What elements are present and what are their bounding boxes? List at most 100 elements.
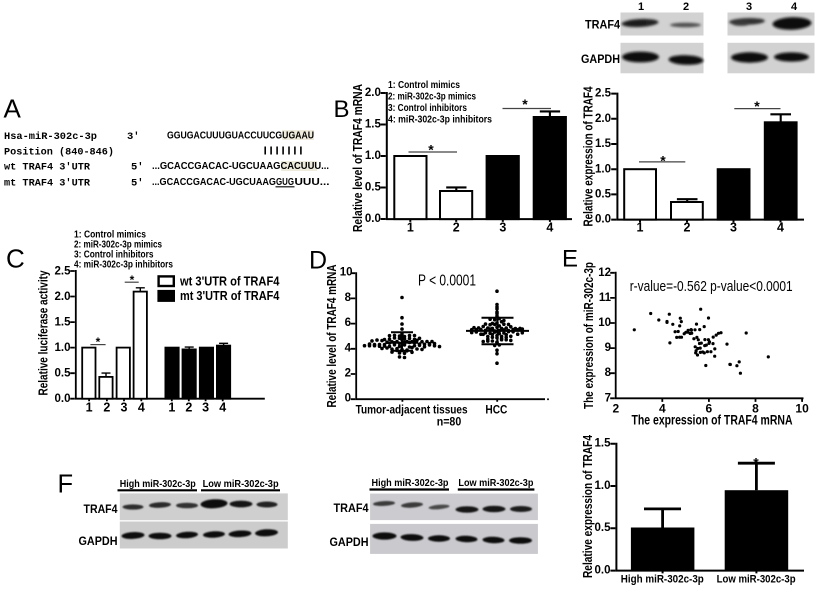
svg-text:4: 4 <box>546 221 553 235</box>
svg-text:Relative level of TRAF4 mRNA: Relative level of TRAF4 mRNA <box>350 84 365 232</box>
svg-text:UUU...: UUU... <box>295 177 330 188</box>
svg-text:Tumor-adjacent tissues: Tumor-adjacent tissues <box>356 402 468 416</box>
svg-text:High miR-302c-3p: High miR-302c-3p <box>621 573 704 585</box>
svg-text:2.0: 2.0 <box>595 113 611 125</box>
svg-text:3': 3' <box>127 131 140 143</box>
svg-text:wt TRAF4 3'UTR: wt TRAF4 3'UTR <box>4 162 91 174</box>
svg-text:GAPDH: GAPDH <box>581 52 620 66</box>
svg-text:1: Control mimics: 1: Control mimics <box>388 80 460 91</box>
svg-text:*: * <box>522 96 528 112</box>
svg-text:E: E <box>562 246 578 273</box>
svg-text:2.0: 2.0 <box>55 291 71 303</box>
svg-text:10: 10 <box>795 402 809 416</box>
svg-text:1: 1 <box>86 401 93 415</box>
svg-text:1.0: 1.0 <box>365 150 381 162</box>
svg-text:1: 1 <box>637 221 644 235</box>
svg-text:Hsa-miR-302c-3p: Hsa-miR-302c-3p <box>4 131 97 143</box>
svg-text:8: 8 <box>605 367 612 379</box>
svg-text:4: miR-302c-3p inhibitors: 4: miR-302c-3p inhibitors <box>74 260 173 271</box>
svg-text:4: miR-302c-3p inhibitors: 4: miR-302c-3p inhibitors <box>388 115 492 126</box>
svg-text:Low miR-302c-3p: Low miR-302c-3p <box>458 478 533 489</box>
svg-text:2: 2 <box>345 368 351 380</box>
svg-text:2.5: 2.5 <box>595 88 612 100</box>
svg-text:3: 3 <box>730 221 737 235</box>
svg-text:*: * <box>660 152 666 168</box>
svg-text:4: 4 <box>219 401 226 415</box>
svg-text:1: Control mimics: 1: Control mimics <box>74 230 146 241</box>
svg-text:4: 4 <box>138 401 145 415</box>
svg-text:0.5: 0.5 <box>55 368 72 380</box>
svg-text:2: 2 <box>613 402 620 416</box>
svg-text:0.0: 0.0 <box>595 564 611 576</box>
svg-text:TRAF4: TRAF4 <box>585 18 620 32</box>
svg-text:A: A <box>4 94 22 124</box>
svg-text:0.0: 0.0 <box>55 393 71 405</box>
svg-text:Relative expression of TRAF4: Relative expression of TRAF4 <box>580 86 595 227</box>
svg-text:1: 1 <box>638 1 644 13</box>
svg-text:1.5: 1.5 <box>365 119 382 131</box>
svg-text:1: 1 <box>168 401 175 415</box>
svg-text:0: 0 <box>345 393 351 405</box>
svg-text:2: miR-302c-3p mimics: 2: miR-302c-3p mimics <box>74 240 162 251</box>
svg-text:TRAF4: TRAF4 <box>334 501 369 515</box>
svg-text:1.5: 1.5 <box>595 138 612 150</box>
svg-text:1.0: 1.0 <box>595 163 611 175</box>
svg-text:10: 10 <box>340 267 353 279</box>
svg-text:2.0: 2.0 <box>365 87 381 99</box>
svg-text:Relative luciferase activity: Relative luciferase activity <box>36 270 51 396</box>
svg-text:Position (840-846): Position (840-846) <box>4 147 114 159</box>
svg-text:2: 2 <box>453 221 460 235</box>
svg-text:*: * <box>130 273 135 287</box>
svg-text:C: C <box>6 244 25 274</box>
svg-text:D: D <box>309 247 327 275</box>
svg-text:r-value=-0.562 p-value<0.0001: r-value=-0.562 p-value<0.0001 <box>630 278 793 295</box>
svg-text:Low miR-302c-3p: Low miR-302c-3p <box>203 479 279 490</box>
svg-text:2: miR-302c-3p mimics: 2: miR-302c-3p mimics <box>388 92 476 103</box>
svg-text:2: 2 <box>684 221 691 235</box>
svg-text:1.5: 1.5 <box>55 317 72 329</box>
svg-text:6: 6 <box>706 402 713 416</box>
svg-text:0.0: 0.0 <box>365 213 381 225</box>
svg-text:0.5: 0.5 <box>365 182 382 194</box>
svg-text:GGUGACUUUGUACCUUCGUGAAU: GGUGACUUUGUACCUUCGUGAAU <box>167 131 314 142</box>
svg-text:High miR-302c-3p: High miR-302c-3p <box>372 478 449 489</box>
svg-text:10: 10 <box>598 317 611 329</box>
svg-text:GUG: GUG <box>276 177 294 188</box>
svg-text:2: 2 <box>185 401 192 415</box>
svg-text:1.5: 1.5 <box>595 438 612 450</box>
svg-text:3: 3 <box>121 401 128 415</box>
svg-text:5': 5' <box>131 178 144 190</box>
svg-text:6: 6 <box>345 317 351 329</box>
svg-text:*: * <box>754 98 760 114</box>
svg-text:5': 5' <box>131 162 144 174</box>
svg-text:4: 4 <box>791 1 798 13</box>
svg-text:...GCACCGACAC-UGCUAAGCACUUU...: ...GCACCGACAC-UGCUAAGCACUUU... <box>152 161 329 172</box>
svg-text:3: 3 <box>499 221 506 235</box>
svg-text:B: B <box>334 96 350 123</box>
svg-text:9: 9 <box>605 342 611 354</box>
svg-text:*: * <box>428 141 434 157</box>
svg-text:3: 3 <box>202 401 209 415</box>
svg-text:*: * <box>753 454 759 470</box>
svg-text:4: 4 <box>345 342 352 354</box>
svg-text:8: 8 <box>752 402 759 416</box>
svg-text:TRAF4: TRAF4 <box>84 502 118 516</box>
svg-text:*: * <box>96 335 101 349</box>
svg-text:F: F <box>58 471 74 499</box>
svg-text:HCC: HCC <box>485 402 507 416</box>
svg-text:Low miR-302c-3p: Low miR-302c-3p <box>717 573 796 585</box>
svg-text:1.0: 1.0 <box>595 480 611 492</box>
svg-text:n=80: n=80 <box>437 415 462 429</box>
svg-text:Relative expression of TRAF4: Relative expression of TRAF4 <box>580 434 595 578</box>
svg-text:0.5: 0.5 <box>595 522 612 534</box>
svg-text:4: 4 <box>777 221 784 235</box>
svg-text:2: 2 <box>683 1 689 13</box>
svg-text:12: 12 <box>598 267 611 279</box>
svg-text:0.5: 0.5 <box>595 189 612 201</box>
svg-text:Relative level of TRAF4 mRNA: Relative level of TRAF4 mRNA <box>324 264 339 407</box>
svg-text:mt TRAF4 3'UTR: mt TRAF4 3'UTR <box>4 178 91 190</box>
svg-text:7: 7 <box>605 392 611 404</box>
svg-text:P < 0.0001: P < 0.0001 <box>418 273 476 290</box>
svg-text:The expression of TRAF4 mRNA: The expression of TRAF4 mRNA <box>632 413 793 428</box>
svg-text:2.5: 2.5 <box>55 266 72 278</box>
